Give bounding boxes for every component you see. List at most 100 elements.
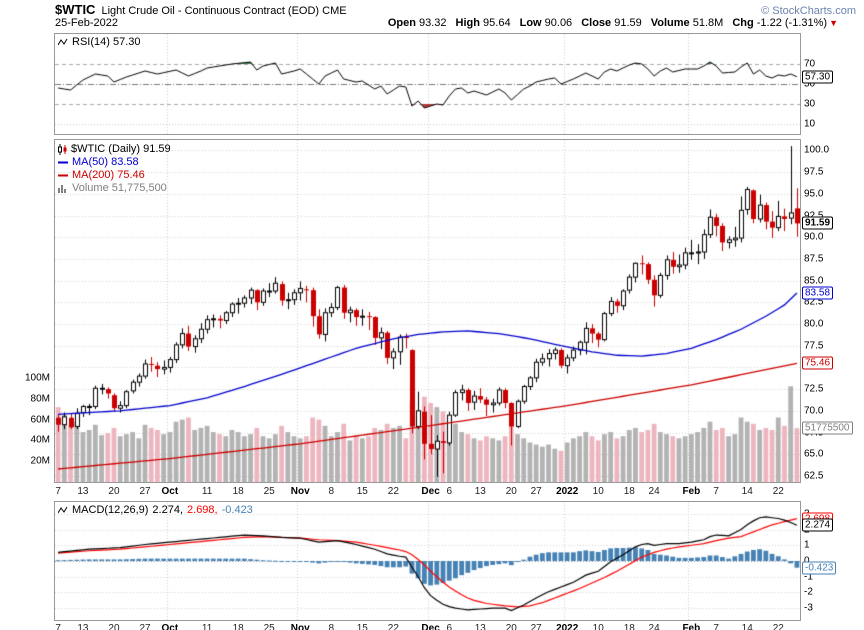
macd-legend: MACD(12,26,9) 2.274, 2.698, -0.423 bbox=[58, 504, 253, 516]
ma50-legend-label: MA(50) 83.58 bbox=[72, 156, 139, 168]
ma50-legend: MA(50) 83.58 bbox=[58, 156, 139, 168]
x-axis-month-label: Feb bbox=[682, 623, 701, 630]
macd-axis-tick: 0 bbox=[804, 556, 810, 567]
price-panel: $WTIC (Daily) 91.59 MA(50) 83.58 MA(200)… bbox=[54, 139, 801, 483]
ma200-value-box: 75.46 bbox=[802, 356, 834, 370]
quote-low-value: 90.06 bbox=[541, 17, 573, 29]
rsi-legend-label: RSI(14) 57.30 bbox=[72, 36, 141, 48]
quote-chg-value: -1.22 (-1.31%) bbox=[753, 17, 828, 29]
quote-high-value: 95.64 bbox=[480, 17, 511, 29]
quote-chg: Chg -1.22 (-1.31%) ▼ bbox=[732, 17, 838, 29]
macd-panel: MACD(12,26,9) 2.274, 2.698, -0.423 bbox=[54, 501, 801, 621]
close-value-box: 91.59 bbox=[802, 216, 834, 230]
volume-axis-tick: 80M bbox=[30, 393, 50, 405]
ma200-line-icon bbox=[58, 174, 68, 176]
price-axis-tick: 62.5 bbox=[804, 470, 824, 482]
x-axis-month-label: Nov bbox=[290, 486, 310, 497]
chart-date: 25-Feb-2022 bbox=[55, 17, 118, 29]
price-axis-tick: 70.0 bbox=[804, 405, 824, 417]
price-plot bbox=[55, 140, 800, 482]
quote-volume-value: 51.8M bbox=[689, 17, 724, 29]
volume-legend-label: Volume 51,775,500 bbox=[72, 182, 167, 194]
x-axis-day-label: 20 bbox=[108, 623, 120, 630]
symbol-legend-label: $WTIC (Daily) 91.59 bbox=[71, 143, 171, 155]
x-axis-day-label: 6 bbox=[446, 486, 452, 497]
x-axis-day-label: 11 bbox=[201, 486, 213, 497]
x-axis-day-label: 7 bbox=[713, 486, 719, 497]
x-axis-day-label: 15 bbox=[356, 486, 368, 497]
price-axis-tick: 82.5 bbox=[804, 296, 824, 308]
quote-high-label: High bbox=[455, 17, 480, 29]
macd-legend-hist-value: -0.423 bbox=[221, 504, 253, 516]
symbol-legend: $WTIC (Daily) 91.59 bbox=[58, 143, 171, 155]
rsi-value-box: 57.30 bbox=[802, 70, 834, 84]
rsi-axis-tick: 10 bbox=[804, 118, 816, 130]
quote-close-value: 91.59 bbox=[611, 17, 642, 29]
indicator-line-icon bbox=[58, 38, 68, 45]
x-axis-day-label: 11 bbox=[201, 623, 213, 630]
rsi-legend: RSI(14) 57.30 bbox=[58, 36, 140, 48]
macd-legend-name: MACD(12,26,9) bbox=[72, 504, 149, 516]
x-axis-day-label: 25 bbox=[263, 486, 275, 497]
quote-header-row: 25-Feb-2022 Open 93.32 High 95.64 Low 90.0… bbox=[55, 17, 838, 29]
quote-row: Open 93.32 High 95.64 Low 90.06 Close 91.59… bbox=[379, 17, 838, 29]
candlestick-icon bbox=[58, 143, 67, 155]
price-axis-tick: 85.0 bbox=[804, 275, 824, 287]
volume-axis-tick: 60M bbox=[30, 414, 50, 426]
x-axis-day-label: 7 bbox=[55, 486, 61, 497]
price-axis-tick: 95.0 bbox=[804, 188, 824, 200]
volume-bars-icon bbox=[58, 184, 66, 193]
rsi-plot bbox=[55, 34, 800, 134]
ma200-legend: MA(200) 75.46 bbox=[58, 169, 145, 181]
x-axis-day-label: 20 bbox=[108, 486, 120, 497]
x-axis-month-label: 2022 bbox=[556, 623, 579, 630]
quote-open: Open 93.32 bbox=[388, 17, 447, 29]
x-axis-month-label: Oct bbox=[161, 623, 179, 630]
x-axis-day-label: 22 bbox=[387, 623, 399, 630]
rsi-axis-tick: 30 bbox=[804, 98, 816, 110]
x-axis-day-label: 18 bbox=[623, 486, 635, 497]
macd-axis-tick: -1 bbox=[804, 571, 813, 583]
chart-title: Light Crude Oil - Continuous Contract (E… bbox=[101, 5, 347, 17]
x-axis-day-label: 20 bbox=[505, 623, 517, 630]
x-axis-day-label: 13 bbox=[474, 623, 486, 630]
x-axis-day-label: 13 bbox=[77, 623, 89, 630]
x-axis-day-label: 10 bbox=[592, 486, 604, 497]
x-axis-month-label: Dec bbox=[421, 486, 440, 497]
volume-legend: Volume 51,775,500 bbox=[58, 182, 167, 194]
quote-open-label: Open bbox=[387, 17, 416, 29]
quote-volume: Volume 51.8M bbox=[651, 17, 724, 29]
macd-axis-tick: 1 bbox=[804, 539, 810, 551]
quote-volume-label: Volume bbox=[650, 17, 690, 29]
stockcharts-watermark: © StockCharts.com bbox=[761, 5, 856, 17]
price-axis-tick: 65.0 bbox=[804, 448, 824, 460]
x-axis-month-label: Nov bbox=[290, 623, 310, 630]
x-axis-day-label: 14 bbox=[741, 623, 753, 630]
x-axis-day-label: 10 bbox=[592, 623, 604, 630]
macd-axis-tick: -3 bbox=[804, 602, 813, 614]
rsi-panel: RSI(14) 57.30 bbox=[54, 33, 801, 135]
quote-low-label: Low bbox=[519, 17, 542, 29]
rsi-axis-tick: 70 bbox=[804, 58, 816, 70]
price-axis-tick: 90.0 bbox=[804, 231, 824, 243]
x-axis-day-label: 22 bbox=[772, 623, 784, 630]
quote-low: Low 90.06 bbox=[520, 17, 573, 29]
price-axis-tick: 97.5 bbox=[804, 166, 824, 178]
quote-close-label: Close bbox=[581, 17, 612, 29]
quote-close: Close 91.59 bbox=[581, 17, 642, 29]
x-axis-day-label: 7 bbox=[55, 623, 61, 630]
price-axis-tick: 87.5 bbox=[804, 253, 824, 265]
x-axis-day-label: 27 bbox=[139, 486, 151, 497]
x-axis-day-label: 8 bbox=[328, 623, 335, 630]
x-axis-day-label: 6 bbox=[446, 623, 452, 630]
x-axis-month-label: Feb bbox=[682, 486, 701, 497]
price-axis-tick: 72.5 bbox=[804, 383, 824, 395]
volume-axis-tick: 100M bbox=[24, 372, 50, 384]
volume-axis-tick: 40M bbox=[30, 434, 50, 446]
x-axis-month-label: Dec bbox=[421, 623, 440, 630]
x-axis-day-label: 15 bbox=[356, 623, 368, 630]
macd-plot bbox=[55, 502, 800, 620]
x-axis-day-label: 24 bbox=[648, 623, 660, 630]
ma50-line-icon bbox=[58, 161, 68, 163]
